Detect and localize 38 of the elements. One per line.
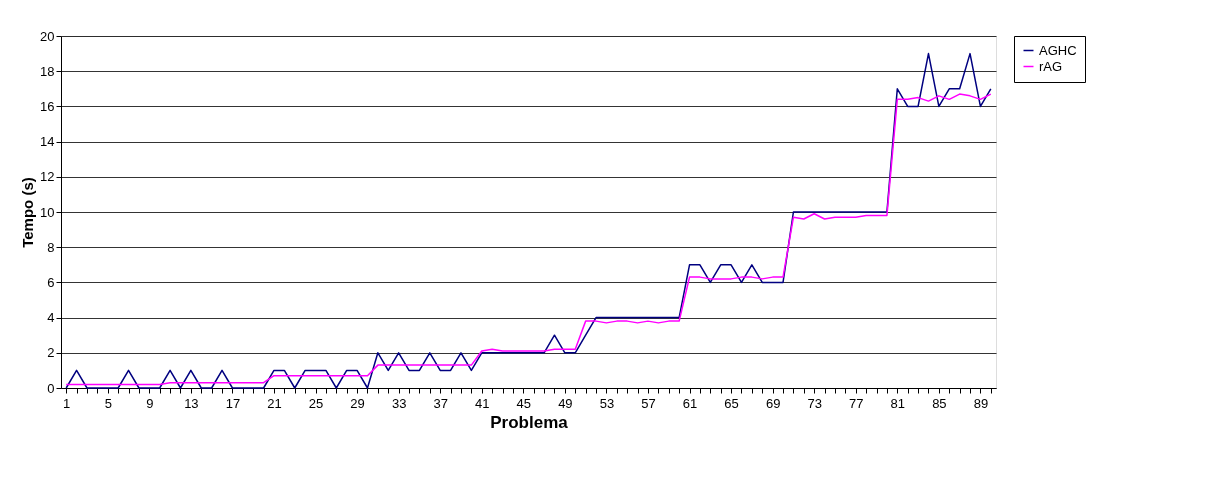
x-tick-label: 37 bbox=[433, 395, 448, 411]
y-tick-label: 8 bbox=[47, 239, 55, 255]
y-tick-label: 2 bbox=[47, 345, 55, 361]
x-tick-label: 45 bbox=[516, 395, 532, 411]
y-tick-label: 18 bbox=[40, 63, 55, 79]
x-tick-label: 29 bbox=[350, 395, 365, 411]
x-tick-label: 49 bbox=[558, 395, 573, 411]
y-tick-label: 10 bbox=[40, 204, 55, 220]
x-tick-label: 73 bbox=[807, 395, 822, 411]
x-tick-label: 13 bbox=[184, 395, 199, 411]
x-tick-label: 89 bbox=[973, 395, 989, 411]
x-axis-title: Problema bbox=[490, 412, 569, 432]
x-tick-label: 33 bbox=[391, 395, 407, 411]
y-tick-label: 20 bbox=[40, 28, 55, 44]
x-tick-label: 1 bbox=[63, 395, 71, 411]
y-tick-label: 0 bbox=[47, 380, 55, 396]
y-tick-label: 6 bbox=[47, 274, 55, 290]
x-tick-label: 81 bbox=[890, 395, 906, 411]
y-tick-label: 16 bbox=[40, 98, 55, 114]
x-tick-label: 9 bbox=[146, 395, 154, 411]
legend-label: rAG bbox=[1039, 58, 1063, 74]
x-tick-label: 25 bbox=[308, 395, 324, 411]
x-tick-label: 69 bbox=[765, 395, 781, 411]
x-tick-label: 53 bbox=[599, 395, 615, 411]
y-tick-label: 4 bbox=[47, 310, 55, 326]
x-tick-label: 5 bbox=[104, 395, 112, 411]
y-tick-label: 14 bbox=[40, 134, 55, 150]
x-tick-label: 17 bbox=[225, 395, 241, 411]
x-tick-label: 57 bbox=[641, 395, 656, 411]
x-tick-label: 61 bbox=[682, 395, 698, 411]
legend-label: AGHC bbox=[1039, 42, 1077, 58]
x-tick-label: 65 bbox=[724, 395, 739, 411]
x-tick-label: 85 bbox=[932, 395, 947, 411]
y-tick-label: 12 bbox=[40, 169, 55, 185]
y-axis-title: Tempo (s) bbox=[19, 177, 37, 248]
x-tick-label: 21 bbox=[267, 395, 282, 411]
x-tick-label: 41 bbox=[475, 395, 490, 411]
x-tick-label: 77 bbox=[849, 395, 864, 411]
